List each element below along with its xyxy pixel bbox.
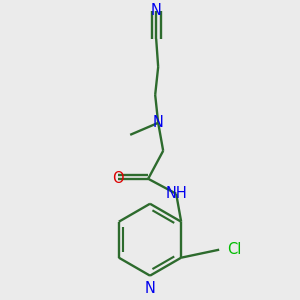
Text: N: N (151, 4, 162, 19)
Text: NH: NH (165, 186, 187, 201)
Text: O: O (112, 171, 124, 186)
Text: N: N (153, 115, 164, 130)
Text: N: N (145, 281, 155, 296)
Text: Cl: Cl (227, 242, 242, 257)
